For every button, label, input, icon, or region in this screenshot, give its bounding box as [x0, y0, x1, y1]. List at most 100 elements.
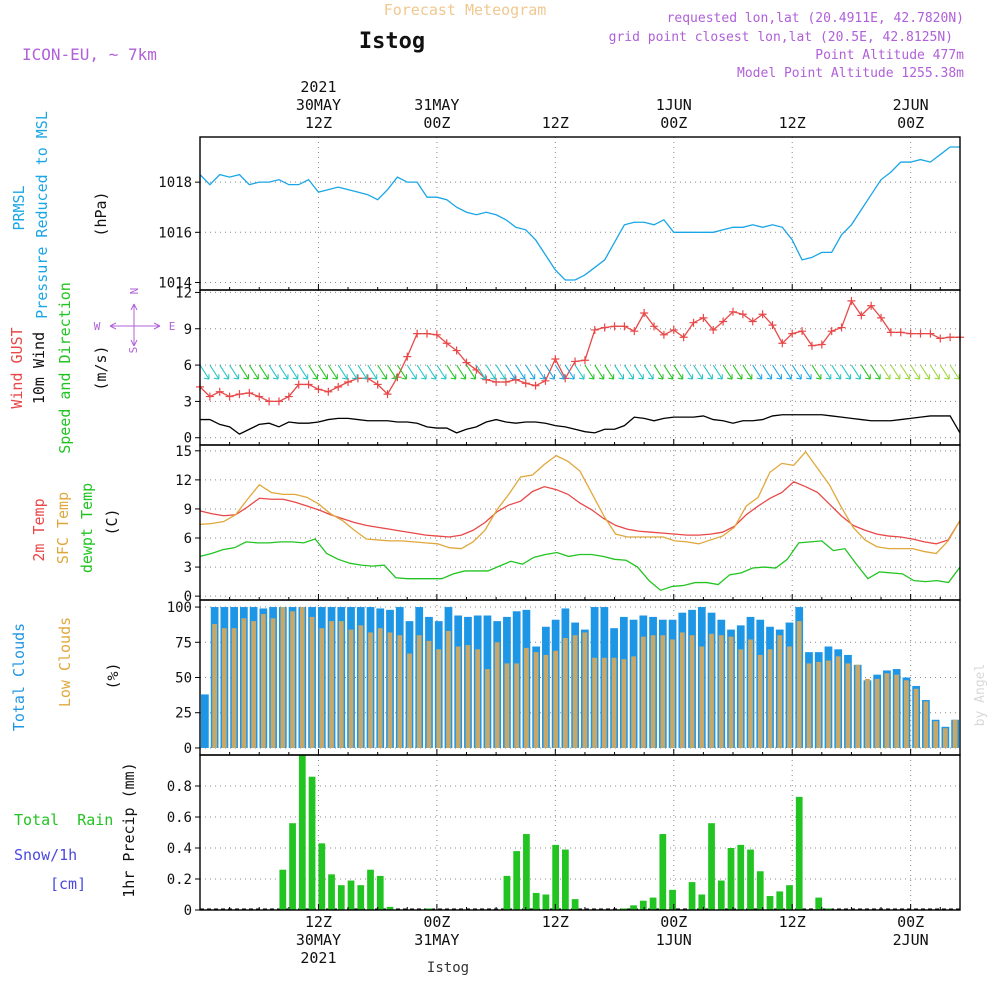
wind-arrow-67 — [860, 364, 871, 380]
low-cloud-bar-54 — [728, 636, 734, 748]
bottom-time-label-1-1: 31MAY — [414, 931, 459, 949]
snow-unit-label: [cm] — [50, 875, 86, 893]
point-altitude: Point Altitude 477m — [815, 48, 964, 63]
rain-bar-10 — [298, 755, 306, 910]
low-cloud-bar-52 — [709, 633, 714, 748]
ytick-label-2-0: 0 — [184, 589, 192, 605]
wind-arrow-49 — [683, 364, 694, 380]
compass-s: S — [127, 347, 140, 354]
wind-arrow-18 — [377, 364, 388, 380]
low-cloud-bar-64 — [826, 660, 831, 748]
low-cloud-bar-43 — [621, 659, 627, 748]
wind-arrow-59 — [781, 364, 792, 380]
rain-bar-43 — [620, 908, 628, 910]
ytick-label-1-3: 9 — [184, 322, 192, 338]
low-cloud-bar-23 — [426, 640, 432, 748]
low-cloud-bar-40 — [592, 657, 597, 748]
series-line-2-2 — [199, 538, 961, 592]
wind-arrow-17 — [367, 364, 378, 380]
bottom-time-label-1-0: 00Z — [423, 913, 450, 931]
low-cloud-bar-60 — [787, 646, 792, 748]
wind-arrow-42 — [614, 364, 625, 380]
rain-bar-47 — [659, 834, 667, 910]
ytick-label-1-2: 6 — [184, 358, 192, 374]
wind-arrow-20 — [396, 364, 407, 380]
rain-bar-23 — [425, 908, 433, 910]
pressure-labels: PRMSL Pressure Reduced to MSL (hPa) — [10, 111, 110, 319]
rain-bar-18 — [376, 875, 384, 910]
footer-location: Istog — [427, 960, 469, 976]
gust-point-54 — [728, 307, 737, 316]
low-cloud-bar-55 — [738, 649, 744, 748]
gust-point-61 — [798, 327, 807, 336]
wind-arrow-0 — [199, 364, 210, 380]
wind-arrow-51 — [702, 364, 713, 380]
low-cloud-bar-67 — [855, 664, 861, 748]
wind-arrow-57 — [762, 364, 773, 380]
low-cloud-bar-10 — [299, 607, 305, 748]
rain-bar-37 — [562, 849, 569, 910]
wind-arrow-19 — [387, 364, 398, 380]
low-cloud-bar-44 — [631, 656, 636, 748]
low-cloud-bar-63 — [816, 662, 822, 748]
gust-point-49 — [679, 333, 688, 342]
compass-w: W — [94, 320, 101, 333]
ytick-label-1-1: 3 — [184, 394, 192, 410]
gust-point-71 — [896, 328, 905, 337]
gust-point-53 — [719, 317, 728, 326]
ytick-label-3-4: 100 — [167, 600, 192, 616]
wind-arrow-25 — [446, 364, 457, 380]
wind-arrow-65 — [841, 364, 852, 380]
ytick-label-4-4: 0.8 — [167, 779, 192, 795]
gust-point-39 — [580, 356, 589, 365]
wind-arrow-7 — [268, 364, 279, 380]
wind-arrow-69 — [880, 364, 891, 380]
rain-bar-12 — [318, 843, 326, 910]
wind-unit: (m/s) — [92, 345, 110, 390]
wind-arrow-70 — [890, 364, 901, 380]
wind-arrow-45 — [643, 364, 654, 380]
gust-point-44 — [630, 327, 639, 336]
rain-bar-61 — [795, 796, 803, 910]
low-cloud-bar-24 — [436, 649, 442, 748]
gust-point-23 — [423, 329, 432, 338]
rain-bar-16 — [357, 885, 365, 910]
gust-point-29 — [482, 375, 491, 384]
ytick-label-2-2: 6 — [184, 531, 192, 547]
temperature-labels: 2m Temp SFC Temp dewpt Temp (C) — [30, 483, 121, 573]
rain-bar-50 — [688, 882, 696, 910]
wind-arrow-13 — [327, 364, 338, 380]
temp-2m-label: 2m Temp — [30, 498, 48, 561]
low-cloud-bar-1 — [212, 623, 217, 748]
bottom-time-label-0-1: 30MAY — [296, 931, 341, 949]
top-time-label-1-1: 00Z — [423, 114, 450, 132]
gust-point-42 — [610, 322, 619, 331]
wind-arrow-64 — [831, 364, 842, 380]
gust-point-60 — [788, 329, 797, 338]
marks-layer — [196, 146, 964, 910]
gust-point-63 — [817, 340, 826, 349]
gust-point-74 — [926, 329, 935, 338]
bottom-time-label-4-0: 12Z — [779, 913, 806, 931]
top-time-label-1-0: 31MAY — [414, 96, 459, 114]
gust-point-47 — [659, 330, 668, 339]
panel-frame-1 — [199, 289, 961, 446]
wind-arrow-61 — [801, 364, 812, 380]
gust-point-75 — [936, 334, 945, 343]
pressure-unit: (hPa) — [92, 191, 110, 236]
gust-point-21 — [403, 352, 412, 361]
low-cloud-bar-28 — [475, 649, 481, 748]
low-cloud-bar-77 — [952, 719, 958, 748]
rain-bar-19 — [386, 906, 394, 910]
wind-arrow-33 — [525, 364, 536, 380]
gust-point-48 — [669, 325, 678, 334]
low-cloud-bar-36 — [553, 650, 559, 748]
grid-layer — [200, 137, 960, 911]
model-label: ICON-EU, ~ 7km — [22, 45, 157, 64]
low-cloud-bar-71 — [894, 674, 900, 748]
gust-point-62 — [807, 341, 816, 350]
panel-frame-2 — [199, 444, 961, 601]
series-line-2-1 — [199, 450, 961, 555]
low-cloud-bar-74 — [923, 701, 929, 748]
